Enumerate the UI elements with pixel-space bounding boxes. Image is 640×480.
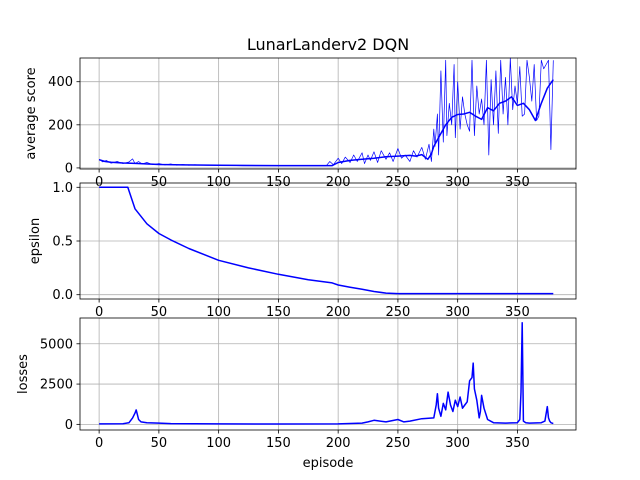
y-tick-label: 0: [65, 418, 73, 433]
y-tick-label: 0.5: [52, 235, 73, 250]
series-line: [99, 322, 554, 425]
x-tick-label: 0: [95, 175, 103, 190]
axes-frame: [79, 317, 577, 431]
y-tick-label: 400: [48, 75, 73, 90]
epsilon-subplot: 0 50 100 150 200 250 300 350 0.0 0.5 1.0 epsilon: [28, 181, 577, 320]
y-tick-label: 2500: [40, 378, 73, 393]
y-tick-label: 0.0: [52, 288, 73, 303]
x-tick-label: 250: [386, 436, 411, 451]
losses-subplot: 0 50 100 150 200 250 300 350 0 2500 5000 losses epis…: [16, 317, 577, 471]
y-axis-label: losses: [16, 354, 31, 394]
y-tick-label: 1.0: [52, 181, 73, 196]
x-tick-label: 0: [95, 436, 103, 451]
y-tick-label: 5000: [40, 337, 73, 352]
x-tick-label: 300: [445, 436, 470, 451]
x-axis-label: episode: [303, 456, 354, 471]
y-axis-label: epsilon: [28, 218, 43, 264]
axes-frame: [79, 57, 577, 170]
x-tick-label: 200: [326, 436, 351, 451]
x-tick-label: 150: [266, 305, 291, 320]
x-tick-label: 250: [386, 175, 411, 190]
x-tick-label: 200: [326, 175, 351, 190]
x-tick-label: 100: [206, 305, 231, 320]
x-tick-label: 350: [505, 305, 530, 320]
x-tick-label: 100: [206, 436, 231, 451]
y-axis-label: average score: [24, 67, 39, 159]
x-tick-label: 200: [326, 305, 351, 320]
x-tick-label: 350: [505, 436, 530, 451]
x-tick-label: 300: [445, 175, 470, 190]
series-line: [98, 79, 554, 167]
x-tick-label: 0: [95, 305, 103, 320]
x-tick-label: 150: [266, 175, 291, 190]
chart-title: LunarLanderv2 DQN: [247, 35, 409, 54]
x-tick-label: 300: [445, 305, 470, 320]
x-tick-label: 50: [151, 305, 168, 320]
x-tick-label: 50: [151, 436, 168, 451]
y-tick-label: 0: [65, 161, 73, 176]
x-tick-label: 250: [386, 305, 411, 320]
x-tick-label: 100: [206, 175, 231, 190]
x-tick-label: 50: [151, 175, 168, 190]
x-tick-label: 350: [505, 175, 530, 190]
y-tick-label: 200: [48, 118, 73, 133]
x-tick-label: 150: [266, 436, 291, 451]
score-subplot: 0 50 100 150 200 250 300 350 0 200 400 average scor…: [24, 57, 577, 190]
series-line: [99, 186, 554, 295]
